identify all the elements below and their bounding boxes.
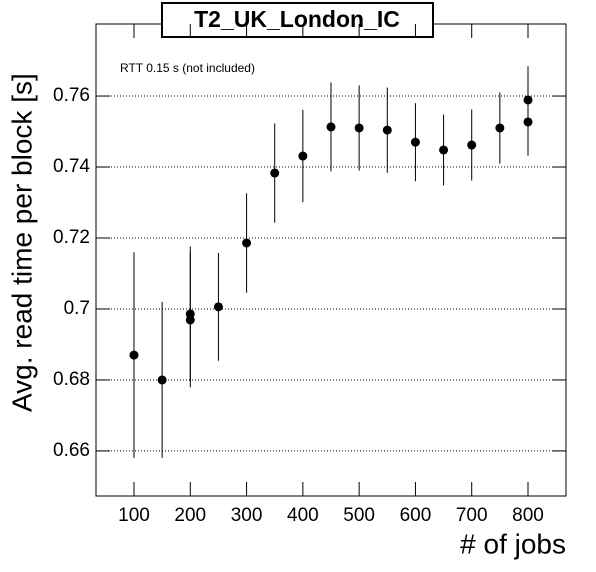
data-point <box>439 145 449 155</box>
y-tick-label: 0.66 <box>53 440 90 461</box>
x-tick-label: 800 <box>512 505 544 526</box>
data-point <box>326 122 336 132</box>
y-tick-label: 0.72 <box>53 227 90 248</box>
annotation: RTT 0.15 s (not included) <box>120 61 255 75</box>
x-tick-label: 700 <box>456 505 488 526</box>
x-tick-label: 500 <box>343 505 375 526</box>
x-tick-label: 400 <box>287 505 319 526</box>
data-point <box>410 137 420 147</box>
data-point <box>129 350 139 360</box>
data-point <box>157 375 167 385</box>
data-point <box>354 123 364 133</box>
data-point <box>213 302 223 312</box>
data-point <box>467 140 477 150</box>
data-point <box>242 238 252 248</box>
data-point <box>495 123 505 133</box>
y-tick-label: 0.7 <box>64 298 90 319</box>
x-tick-label: 200 <box>174 505 206 526</box>
y-tick-label: 0.76 <box>53 85 90 106</box>
data-point <box>185 315 195 325</box>
data-point <box>270 168 280 178</box>
data-point <box>298 151 308 161</box>
data-point <box>523 117 533 127</box>
x-tick-label: 100 <box>118 505 150 526</box>
y-axis-label: Avg. read time per block [s] <box>6 73 37 412</box>
x-tick-label: 600 <box>400 505 432 526</box>
y-tick-label: 0.68 <box>53 369 90 390</box>
x-axis-label: # of jobs <box>460 528 566 559</box>
x-tick-label: 300 <box>231 505 263 526</box>
chart-title: T2_UK_London_IC <box>194 6 400 32</box>
y-tick-label: 0.74 <box>53 156 90 177</box>
title-box <box>161 2 434 38</box>
data-point <box>382 125 392 135</box>
